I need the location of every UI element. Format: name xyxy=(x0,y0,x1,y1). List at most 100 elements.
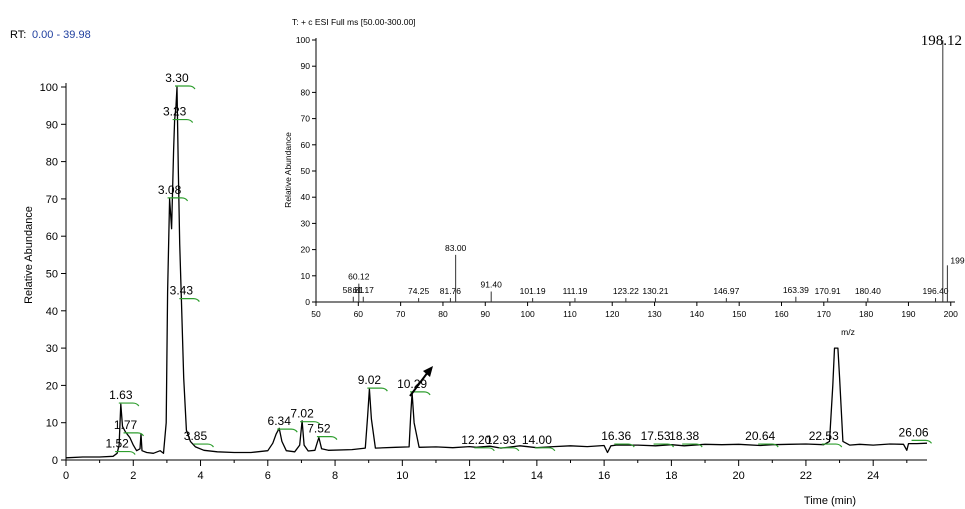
peak-marker xyxy=(167,197,189,202)
peak-label: 1.63 xyxy=(109,388,133,402)
peak-marker xyxy=(653,443,675,448)
peak-label: 3.85 xyxy=(184,429,208,443)
main-y-tick-label: 0 xyxy=(52,455,58,467)
peak-label: 20.64 xyxy=(745,429,775,443)
peak-label: 1.77 xyxy=(114,418,138,432)
inset-x-tick-label: 70 xyxy=(396,309,406,319)
spectrum-peak-label: 111.19 xyxy=(563,286,588,296)
peak-marker xyxy=(410,391,431,396)
spectrum-peak-label: 91.40 xyxy=(481,280,503,290)
spectrum-peak-label: 170.91 xyxy=(815,286,841,296)
main-y-tick-label: 10 xyxy=(46,418,58,430)
main-x-tick-label: 22 xyxy=(800,470,812,482)
inset-x-tick-label: 170 xyxy=(817,309,831,319)
main-x-tick-label: 18 xyxy=(665,470,677,482)
main-y-tick-label: 20 xyxy=(46,380,58,392)
main-x-tick-label: 2 xyxy=(130,470,136,482)
main-y-tick-label: 80 xyxy=(46,157,58,169)
main-y-tick-label: 70 xyxy=(46,194,58,206)
peak-label: 7.02 xyxy=(290,407,314,421)
peak-label: 12.20 xyxy=(461,433,491,447)
spectrum-peak-label: 58.81 xyxy=(343,285,365,295)
peak-label: 17.53 xyxy=(641,429,671,443)
peak-marker xyxy=(179,298,200,302)
main-y-tick-label: 100 xyxy=(40,82,58,94)
main-y-tick-label: 40 xyxy=(46,306,58,318)
inset-y-tick-label: 60 xyxy=(301,140,311,150)
peak-label: 14.00 xyxy=(522,433,552,447)
spectrum-peak-label: 101.19 xyxy=(520,286,546,296)
inset-y-tick-label: 30 xyxy=(301,218,311,228)
inset-x-tick-label: 60 xyxy=(354,309,364,319)
spectrum-peak-label: 123.22 xyxy=(613,286,639,296)
spectrum-peak-label: 61.17 xyxy=(353,285,375,295)
spectrum-peak-label: 146.97 xyxy=(713,286,739,296)
peak-label: 18.38 xyxy=(669,429,699,443)
main-y-tick-label: 60 xyxy=(46,231,58,243)
inset-x-tick-label: 160 xyxy=(774,309,788,319)
spectrum-peak-label: 198.12 xyxy=(921,33,962,49)
inset-x-tick-label: 180 xyxy=(859,309,873,319)
inset-y-tick-label: 40 xyxy=(301,192,311,202)
chromatogram-plot: Relative Abundance Time (min) 0102030405… xyxy=(23,71,933,507)
peak-label: 7.52 xyxy=(307,422,331,436)
main-x-tick-label: 16 xyxy=(598,470,610,482)
main-x-tick-label: 6 xyxy=(265,470,271,482)
inset-y-tick-label: 80 xyxy=(301,87,311,97)
inset-x-tick-label: 80 xyxy=(438,309,448,319)
peak-marker xyxy=(682,443,703,448)
main-x-axis-label: Time (min) xyxy=(804,495,856,507)
peak-marker xyxy=(534,447,556,452)
peak-label: 3.08 xyxy=(158,183,182,197)
inset-y-tick-label: 70 xyxy=(301,114,311,124)
peak-marker xyxy=(614,443,635,448)
peak-label: 6.34 xyxy=(268,414,292,428)
main-x-tick-label: 20 xyxy=(733,470,745,482)
arrow-head xyxy=(423,366,433,377)
rt-range: 0.00 - 39.98 xyxy=(32,29,91,41)
main-x-tick-label: 4 xyxy=(197,470,203,482)
spectrum-peak-label: 83.00 xyxy=(445,243,467,253)
peak-label: 1.52 xyxy=(105,437,129,451)
peak-label: 10.29 xyxy=(397,377,427,391)
peak-marker xyxy=(474,447,495,452)
inset-title: T: + c ESI Full ms [50.00-300.00] xyxy=(292,17,416,27)
inset-y-axis-label: Relative Abundance xyxy=(283,132,293,208)
peak-label: 26.06 xyxy=(899,425,929,439)
inset-y-tick-label: 10 xyxy=(301,271,311,281)
spectrum-peak-label: 199 xyxy=(950,255,964,265)
spectrum-peak-label: 74.25 xyxy=(408,286,430,296)
inset-y-tick-label: 90 xyxy=(301,61,311,71)
peak-marker xyxy=(193,443,214,448)
inset-y-tick-label: 20 xyxy=(301,245,311,255)
chromatogram-trace xyxy=(65,86,928,459)
main-y-tick-label: 90 xyxy=(46,119,58,131)
main-x-tick-label: 0 xyxy=(63,470,69,482)
inset-y-tick-label: 100 xyxy=(296,35,310,45)
main-x-tick-label: 24 xyxy=(867,470,879,482)
peak-label: 3.43 xyxy=(170,284,194,298)
rt-prefix: RT: xyxy=(10,29,26,41)
peak-marker xyxy=(316,436,338,440)
spectrum-peak-label: 196.40 xyxy=(923,286,949,296)
inset-x-tick-label: 130 xyxy=(647,309,661,319)
arrow-shaft xyxy=(409,371,429,397)
peak-marker xyxy=(300,421,321,426)
main-x-tick-label: 10 xyxy=(396,470,408,482)
peak-label: 12.93 xyxy=(486,433,516,447)
inset-x-tick-label: 110 xyxy=(563,309,577,319)
inset-y-tick-label: 0 xyxy=(305,297,310,307)
main-x-tick-label: 12 xyxy=(463,470,475,482)
inset-x-tick-label: 120 xyxy=(605,309,619,319)
peak-label: 3.30 xyxy=(165,71,189,85)
peak-marker xyxy=(115,450,136,455)
inset-x-tick-label: 90 xyxy=(481,309,491,319)
mass-spectrum-inset: T: + c ESI Full ms [50.00-300.00] Relati… xyxy=(283,17,965,337)
inset-x-axis-label: m/z xyxy=(841,327,855,337)
peak-marker xyxy=(821,443,843,448)
spectrum-peak-label: 163.39 xyxy=(783,285,809,295)
spectrum-peak-label: 60.12 xyxy=(348,272,370,282)
peak-marker xyxy=(911,439,933,444)
peak-marker xyxy=(123,432,145,437)
peak-marker xyxy=(498,447,520,452)
